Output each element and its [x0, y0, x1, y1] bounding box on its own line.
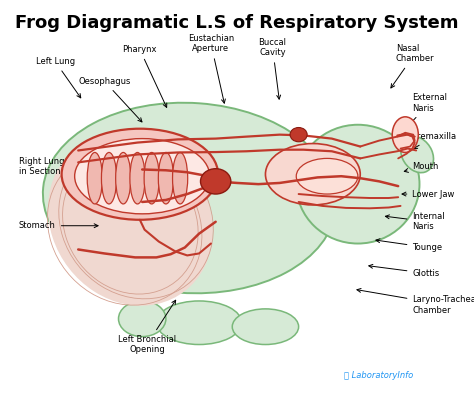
Ellipse shape	[130, 152, 145, 204]
Text: Ⓛ LaboratoryInfo: Ⓛ LaboratoryInfo	[344, 371, 413, 380]
Ellipse shape	[158, 152, 173, 204]
Ellipse shape	[144, 152, 159, 204]
Ellipse shape	[116, 152, 131, 204]
Ellipse shape	[296, 158, 358, 194]
Ellipse shape	[296, 125, 419, 244]
Text: Left Lung: Left Lung	[36, 57, 81, 98]
Text: Laryno-Tracheal
Chamber: Laryno-Tracheal Chamber	[357, 288, 474, 314]
Ellipse shape	[401, 136, 434, 173]
Ellipse shape	[392, 117, 418, 152]
Text: Right Lung
in Section: Right Lung in Section	[19, 157, 105, 176]
Text: Oesophagus: Oesophagus	[78, 77, 142, 122]
Text: Eustachian
Aperture: Eustachian Aperture	[188, 34, 234, 103]
Text: Tounge: Tounge	[376, 239, 443, 252]
Text: Lower Jaw: Lower Jaw	[402, 190, 455, 198]
Ellipse shape	[75, 139, 210, 214]
Ellipse shape	[173, 152, 188, 204]
Ellipse shape	[43, 103, 337, 293]
Circle shape	[290, 128, 307, 142]
Ellipse shape	[156, 301, 242, 345]
Text: Pharynx: Pharynx	[123, 45, 167, 107]
Text: Premaxilla: Premaxilla	[412, 132, 456, 148]
Ellipse shape	[118, 301, 166, 337]
Ellipse shape	[87, 152, 102, 204]
Text: Glottis: Glottis	[369, 265, 439, 278]
Ellipse shape	[48, 134, 213, 306]
Ellipse shape	[265, 143, 360, 205]
Circle shape	[201, 169, 231, 194]
Text: Stomach: Stomach	[19, 221, 98, 230]
Text: Mouth: Mouth	[404, 162, 439, 172]
Text: Left Bronchial
Opening: Left Bronchial Opening	[118, 300, 176, 354]
Ellipse shape	[62, 129, 218, 220]
Text: Internal
Naris: Internal Naris	[385, 212, 445, 231]
Text: Frog Diagramatic L.S of Respiratory System: Frog Diagramatic L.S of Respiratory Syst…	[15, 14, 459, 32]
Ellipse shape	[101, 152, 117, 204]
Text: Buccal
Cavity: Buccal Cavity	[258, 38, 287, 99]
Text: External
Naris: External Naris	[408, 93, 447, 126]
Ellipse shape	[232, 309, 299, 345]
Text: Nasal
Chamber: Nasal Chamber	[391, 44, 434, 88]
